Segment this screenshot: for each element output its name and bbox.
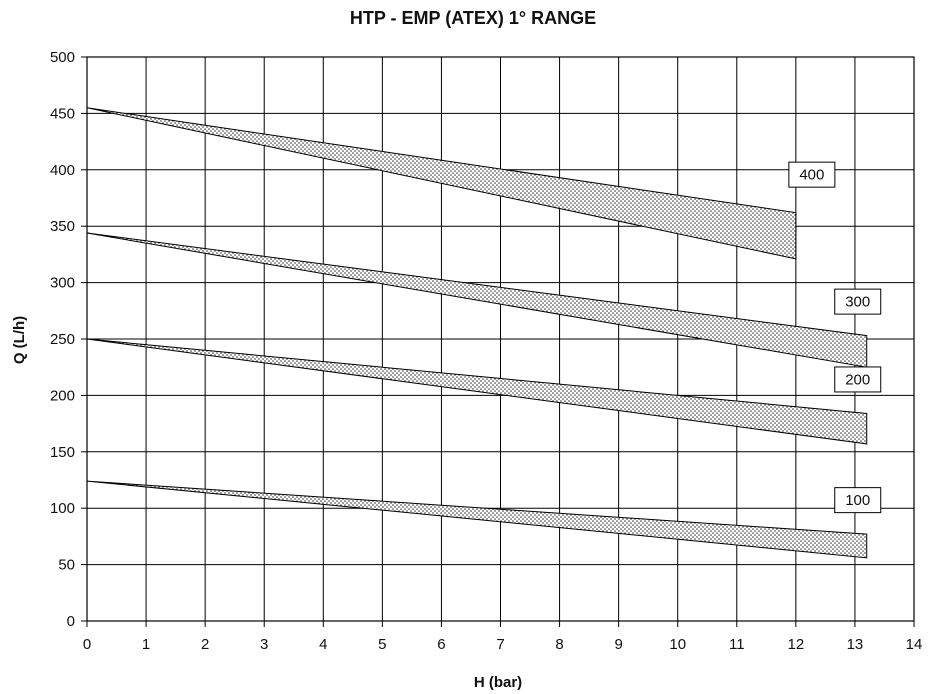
- series-label-box: [834, 288, 882, 315]
- series-label-text: 200: [845, 371, 870, 388]
- x-tick-label: 2: [201, 636, 209, 653]
- x-tick-label: 1: [142, 636, 150, 653]
- y-tick-label: 250: [50, 331, 75, 348]
- x-axis-label: H (bar): [474, 674, 522, 691]
- x-tick-label: 6: [437, 636, 445, 653]
- y-tick-label: 100: [50, 500, 75, 517]
- chart-title: HTP - EMP (ATEX) 1° RANGE: [350, 8, 596, 28]
- series-label-text: 100: [845, 492, 870, 509]
- x-tick-label: 3: [260, 636, 268, 653]
- band-200: [86, 338, 868, 445]
- x-tick-label: 0: [83, 636, 91, 653]
- x-tick-label: 7: [496, 636, 504, 653]
- y-tick-label: 500: [50, 49, 75, 66]
- x-tick-label: 8: [555, 636, 563, 653]
- x-axis-ticks: 0 1 2 3 4 5 6 7 8 9 10 11 12 13 14: [83, 621, 923, 653]
- series-label-400: 400: [788, 161, 836, 188]
- band-300: [86, 232, 868, 368]
- series-labels: 400 300 200 100: [788, 161, 882, 514]
- band-100: [86, 480, 868, 559]
- series-label-text: 400: [799, 167, 824, 184]
- x-tick-label: 14: [906, 636, 923, 653]
- y-tick-label: 450: [50, 105, 75, 122]
- y-tick-label: 50: [58, 557, 75, 574]
- y-axis-label: Q (L/h): [11, 316, 28, 364]
- y-axis-ticks: 0 50 100 150 200 250 300 350 400 450 500: [50, 49, 87, 630]
- series-label-200: 200: [834, 366, 882, 393]
- series-label-text: 300: [845, 294, 870, 311]
- x-tick-label: 12: [788, 636, 805, 653]
- y-tick-label: 200: [50, 387, 75, 404]
- series-label-box: [834, 366, 882, 393]
- x-tick-label: 9: [614, 636, 622, 653]
- series-label-100: 100: [834, 487, 882, 514]
- series-label-box: [834, 487, 882, 514]
- y-tick-label: 0: [67, 613, 75, 630]
- y-tick-label: 350: [50, 218, 75, 235]
- x-tick-label: 4: [319, 636, 327, 653]
- bands: [86, 107, 868, 559]
- y-tick-label: 400: [50, 162, 75, 179]
- x-tick-label: 5: [378, 636, 386, 653]
- x-tick-label: 13: [847, 636, 864, 653]
- x-tick-label: 10: [669, 636, 686, 653]
- x-tick-label: 11: [729, 636, 745, 653]
- series-label-300: 300: [834, 288, 882, 315]
- y-tick-label: 300: [50, 275, 75, 292]
- series-label-box: [788, 161, 836, 188]
- band-400: [86, 107, 797, 260]
- y-tick-label: 150: [50, 444, 75, 461]
